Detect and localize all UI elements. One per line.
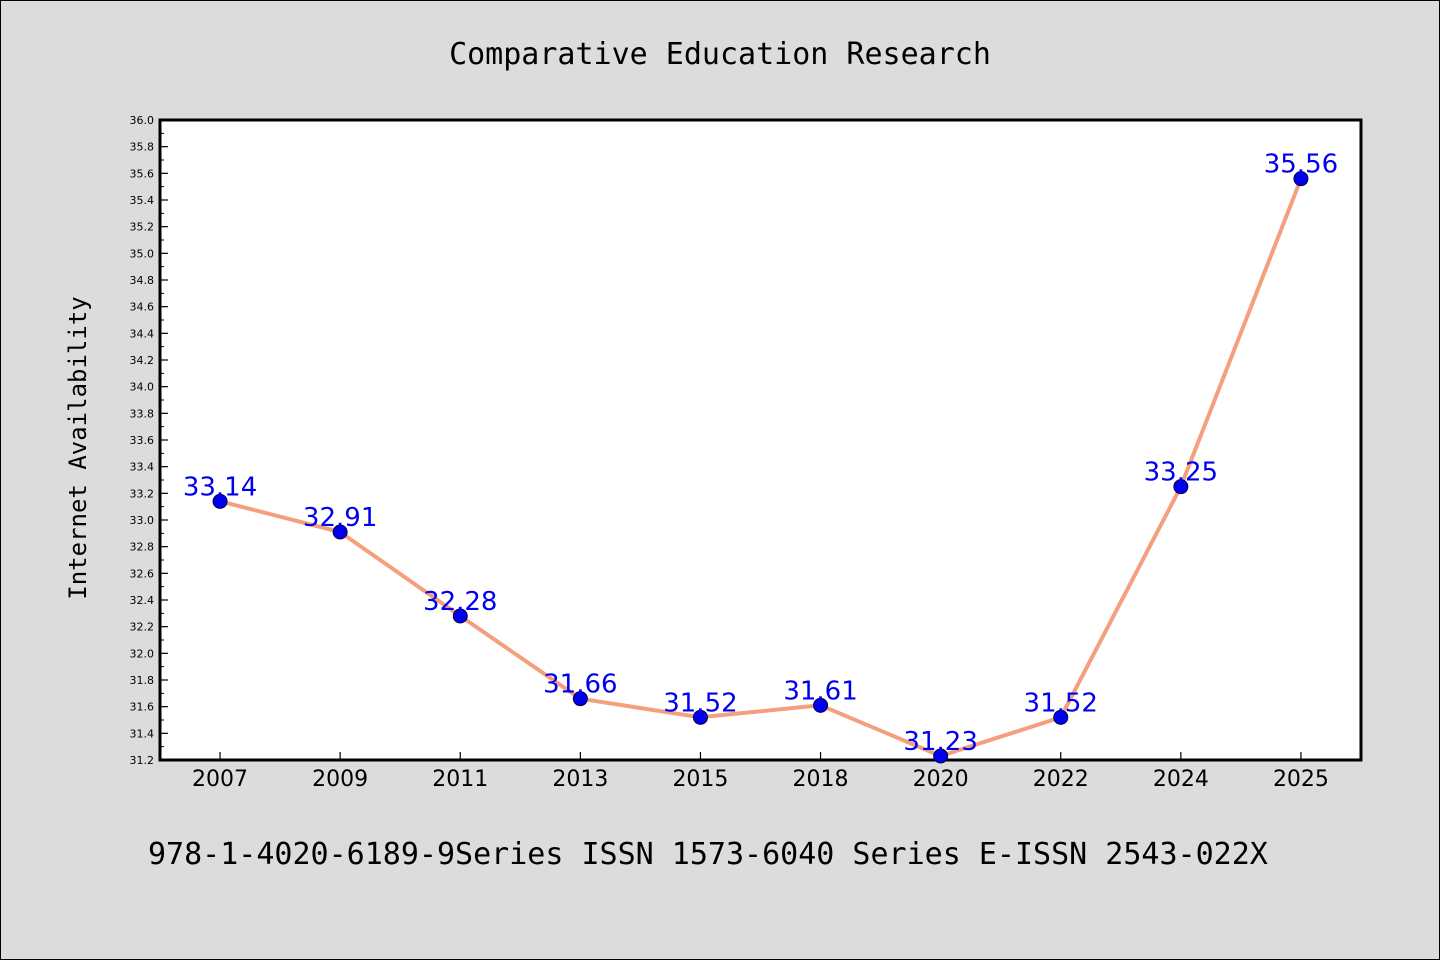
data-label: 33.14 — [183, 472, 257, 502]
data-label: 31.23 — [903, 727, 977, 757]
data-label: 31.52 — [663, 688, 737, 718]
x-tick-label: 2025 — [1273, 767, 1329, 792]
data-label: 31.52 — [1024, 688, 1098, 718]
data-label: 35.56 — [1264, 150, 1338, 180]
series-line — [218, 176, 1303, 758]
x-tick-label: 2015 — [672, 767, 728, 792]
data-label: 32.91 — [303, 503, 377, 533]
y-tick-label: 35.0 — [130, 247, 155, 260]
plot-area — [158, 118, 1363, 762]
y-tick-label: 31.6 — [130, 701, 155, 714]
y-tick-label: 32.2 — [130, 621, 155, 634]
x-tick-label: 2007 — [192, 767, 248, 792]
y-axis: 31.2 31.4 31.6 31.8 32.0 32.2 32.4 32.6 32.8 33.0… — [130, 114, 168, 767]
y-tick-label: 35.8 — [130, 141, 155, 154]
y-tick-label: 34.0 — [130, 381, 155, 394]
y-tick-label: 32.6 — [130, 567, 155, 580]
y-tick-label: 35.2 — [130, 221, 155, 234]
data-point — [692, 709, 708, 725]
y-tick-label: 34.8 — [130, 274, 155, 287]
data-label: 31.66 — [543, 670, 617, 700]
x-tick-label: 2009 — [312, 767, 368, 792]
y-tick-label: 33.6 — [130, 434, 155, 447]
y-tick-label: 34.4 — [130, 327, 155, 340]
chart-footer: 978-1-4020-6189-9Series ISSN 1573-6040 S… — [148, 837, 1268, 872]
x-tick-label: 2013 — [552, 767, 608, 792]
x-tick-label: 2024 — [1153, 767, 1209, 792]
y-tick-label: 33.8 — [130, 407, 155, 420]
data-point — [572, 691, 588, 707]
x-tick-label: 2018 — [793, 767, 849, 792]
y-tick-label: 35.6 — [130, 167, 155, 180]
x-axis: 2007 2009 2011 2013 2015 2018 2020 2022 2024 2025 — [192, 752, 1329, 792]
data-point — [452, 608, 468, 624]
y-tick-label: 31.4 — [130, 727, 155, 740]
data-point — [332, 524, 348, 540]
y-tick-label: 35.4 — [130, 194, 155, 207]
y-tick-label: 32.4 — [130, 594, 155, 607]
data-point — [813, 697, 829, 713]
x-tick-label: 2022 — [1033, 767, 1089, 792]
y-tick-label: 32.8 — [130, 541, 155, 554]
y-tick-label: 34.2 — [130, 354, 155, 367]
series-group: 33.14 32.91 32.28 31.66 31.52 31.61 31.23 31.52… — [183, 150, 1338, 764]
y-tick-label: 31.2 — [130, 754, 155, 767]
y-axis-label: Internet Availability — [64, 296, 92, 599]
data-point — [933, 748, 949, 764]
y-tick-label: 33.2 — [130, 487, 155, 500]
y-tick-label: 34.6 — [130, 301, 155, 314]
chart-title: Comparative Education Research — [449, 37, 991, 72]
data-point — [212, 493, 228, 509]
data-point — [1173, 479, 1189, 495]
data-label: 31.61 — [783, 676, 857, 706]
y-tick-label: 36.0 — [130, 114, 155, 127]
y-tick-label: 33.0 — [130, 514, 155, 527]
x-tick-label: 2011 — [432, 767, 488, 792]
y-tick-label: 32.0 — [130, 647, 155, 660]
data-point — [1293, 171, 1309, 187]
data-point — [1053, 709, 1069, 725]
data-label: 33.25 — [1144, 458, 1218, 488]
y-tick-label: 31.8 — [130, 674, 155, 687]
y-tick-label: 33.4 — [130, 461, 155, 474]
x-tick-label: 2020 — [913, 767, 969, 792]
data-label: 32.28 — [423, 587, 497, 617]
